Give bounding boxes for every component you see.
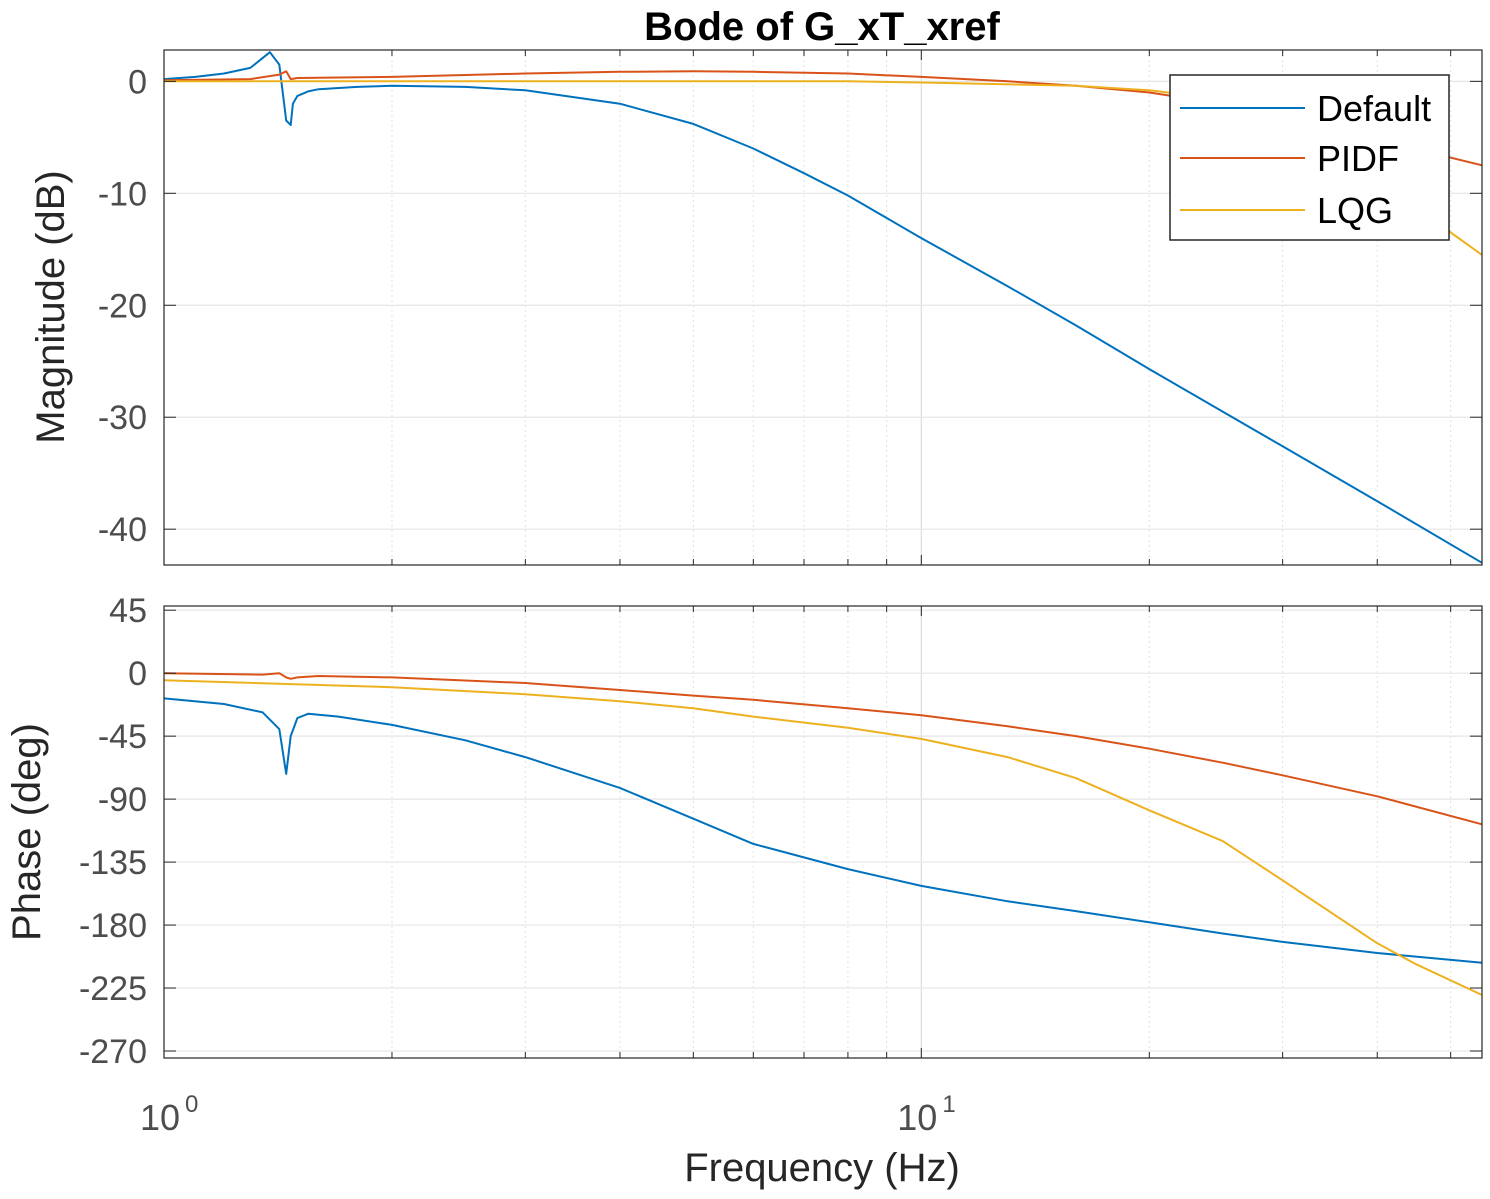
y-tick-label: 45 bbox=[109, 592, 147, 630]
magnitude-ticks: 0 -10 -20 -30 -40 bbox=[98, 50, 1482, 565]
phase-axes-box bbox=[163, 605, 1483, 1059]
y-tick-label: -20 bbox=[98, 287, 147, 325]
y-tick-label: -40 bbox=[98, 511, 147, 549]
magnitude-ylabel: Magnitude (dB) bbox=[29, 170, 73, 443]
x-tick-label: 10 bbox=[140, 1097, 180, 1138]
x-axis-label: Frequency (Hz) bbox=[684, 1146, 960, 1190]
phase-grid bbox=[164, 606, 1482, 1058]
x-tick-labels: 10 0 10 1 bbox=[140, 1091, 956, 1138]
y-tick-label: -45 bbox=[98, 718, 147, 756]
y-tick-label: -180 bbox=[79, 907, 147, 945]
y-tick-label: -30 bbox=[98, 399, 147, 437]
y-tick-label: -10 bbox=[98, 175, 147, 213]
series-line-default bbox=[163, 697, 1483, 964]
y-tick-label: -135 bbox=[79, 844, 147, 882]
figure-title: Bode of G_xT_xref bbox=[644, 5, 1000, 49]
y-tick-label: -270 bbox=[79, 1033, 147, 1071]
x-tick-label-exponent: 0 bbox=[185, 1091, 198, 1118]
y-tick-label: 0 bbox=[128, 655, 147, 693]
series-line-default bbox=[163, 51, 1483, 564]
y-tick-label: -90 bbox=[98, 781, 147, 819]
series-line-lqg bbox=[163, 679, 1483, 996]
x-tick-label-exponent: 1 bbox=[942, 1091, 955, 1118]
phase-ylabel: Phase (deg) bbox=[5, 723, 49, 941]
phase-series-lines bbox=[163, 672, 1483, 996]
magnitude-axes-box bbox=[163, 49, 1483, 566]
phase-plot-background bbox=[164, 606, 1482, 1058]
legend-label-default: Default bbox=[1317, 88, 1431, 129]
legend-label-pidf: PIDF bbox=[1317, 138, 1399, 179]
y-tick-label: 0 bbox=[128, 63, 147, 101]
legend-label-lqg: LQG bbox=[1317, 190, 1393, 231]
x-tick-label: 10 bbox=[897, 1097, 937, 1138]
y-tick-label: -225 bbox=[79, 970, 147, 1008]
phase-panel: 450-45-90-135-180-225-270 Phase (deg) 10… bbox=[5, 592, 1483, 1138]
magnitude-panel: 0 -10 -20 -30 -40 Magnitude (dB) Default PID… bbox=[29, 49, 1483, 566]
series-line-pidf bbox=[163, 672, 1483, 826]
phase-ticks: 45 0 -45 -90 -135 -180 -225 -270 bbox=[79, 592, 1482, 1071]
legend[interactable]: Default PIDF LQG bbox=[1169, 74, 1450, 241]
